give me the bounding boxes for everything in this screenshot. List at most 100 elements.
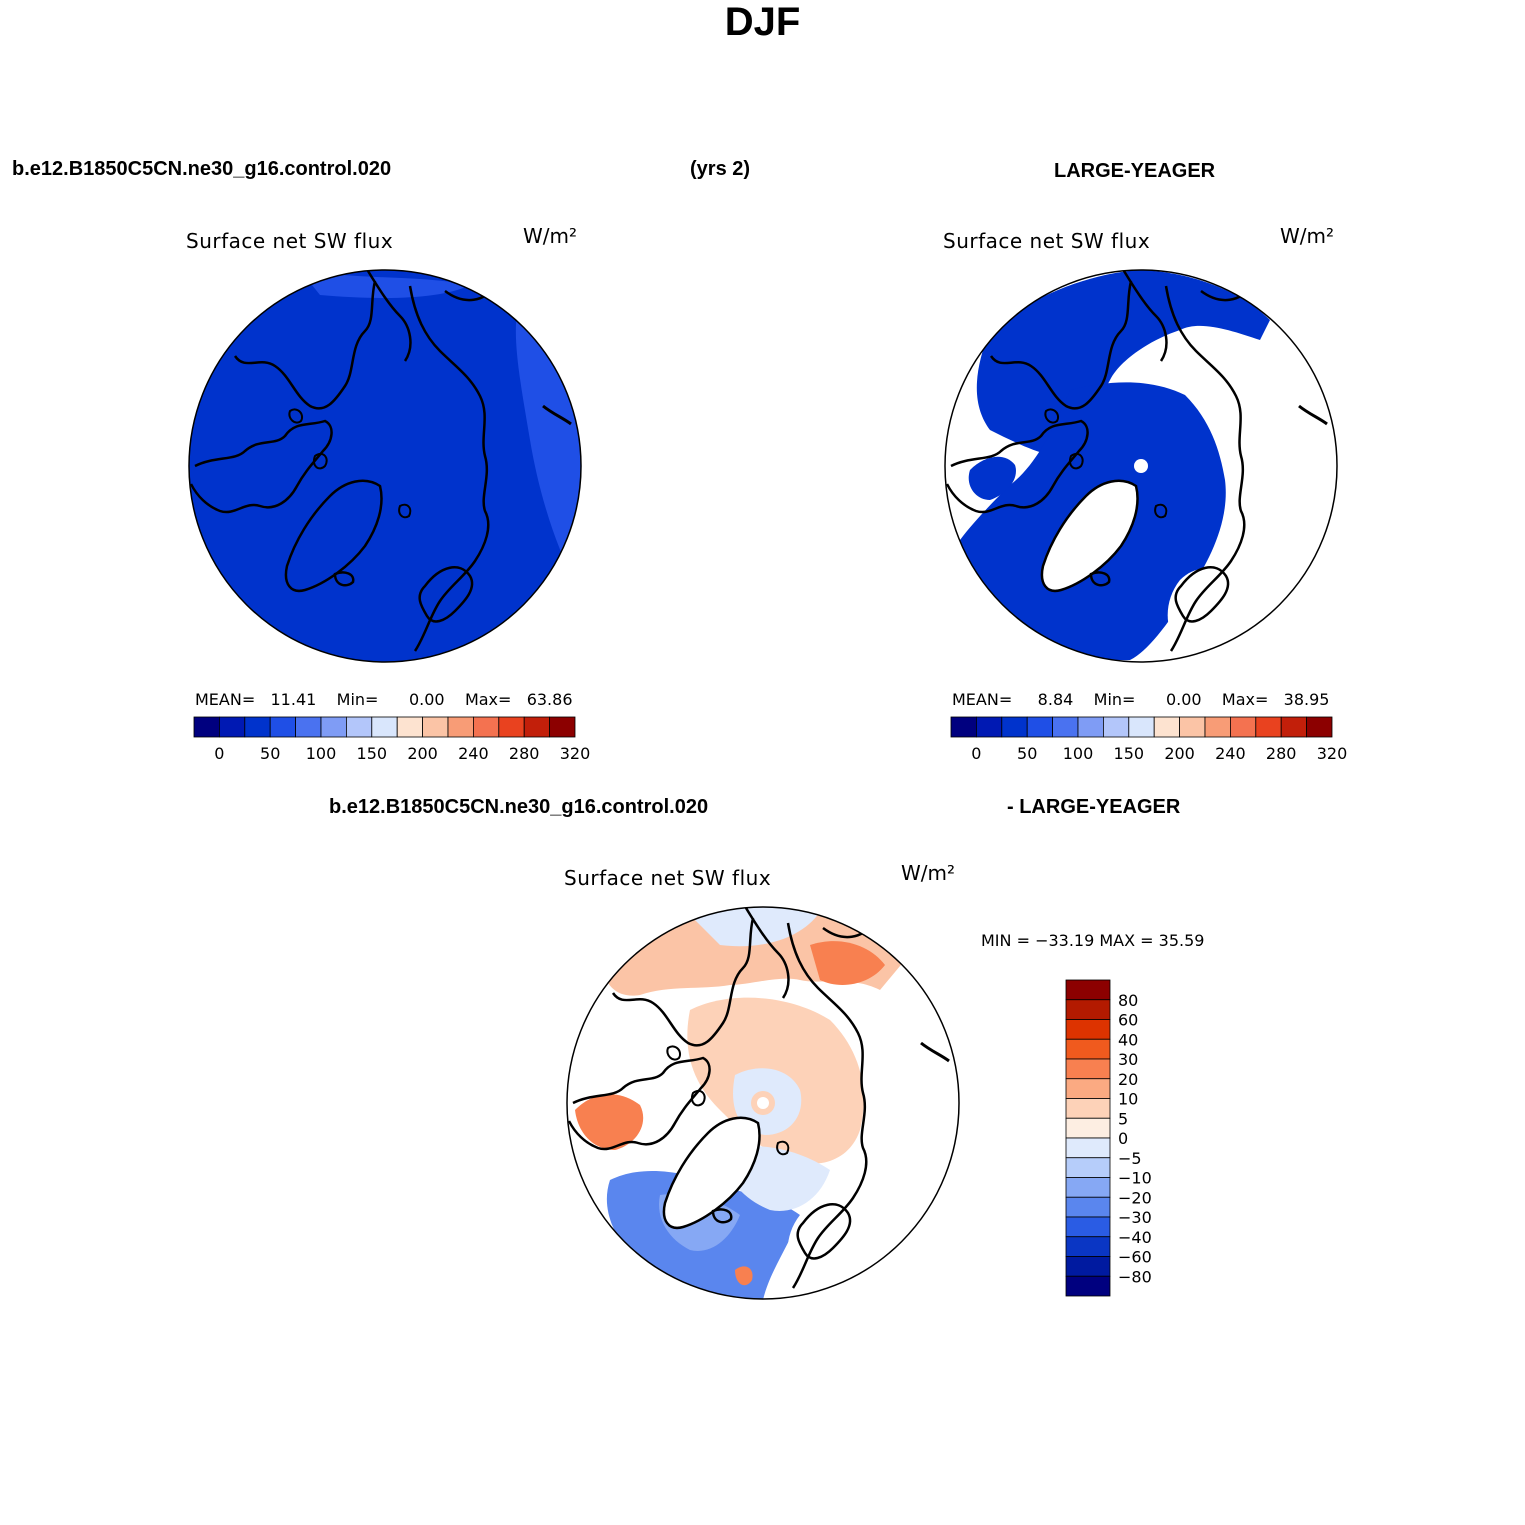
obs-mean-value: 8.84 xyxy=(1037,690,1074,709)
obs-colorbar-tick-label: 0 xyxy=(971,744,981,763)
model-colorbar: 0 50 100 150 200 240 280 320 xyxy=(193,716,591,763)
obs-colorbar-tick-label: 200 xyxy=(1164,744,1195,763)
model-mean-label: MEAN= xyxy=(195,690,256,709)
obs-colorbar-box xyxy=(1179,716,1206,738)
model-colorbar-box xyxy=(371,716,398,738)
diff-colorbar-tick-label: −10 xyxy=(1118,1169,1152,1188)
figure-title: DJF xyxy=(724,0,801,44)
header-case-name: b.e12.B1850C5CN.ne30_g16.control.020 xyxy=(12,158,392,180)
obs-colorbar-tick-label: 280 xyxy=(1266,744,1297,763)
diff-colorbar-box xyxy=(1065,979,1111,1001)
diff-panel-units: W/m² xyxy=(901,861,956,885)
obs-colorbar-box xyxy=(1052,716,1079,738)
diff-colorbar-box xyxy=(1065,1019,1111,1040)
diff-colorbar-box xyxy=(1065,1275,1111,1297)
model-colorbar-tick-label: 280 xyxy=(509,744,540,763)
model-colorbar-box xyxy=(244,716,271,738)
diff-stats: MIN = −33.19 MAX = 35.59 xyxy=(981,931,1205,950)
model-colorbar-box xyxy=(498,716,525,738)
model-max-label: Max= xyxy=(464,690,512,709)
diff-colorbar-tick-label: 20 xyxy=(1118,1070,1138,1089)
model-panel-title: Surface net SW flux xyxy=(186,229,394,253)
obs-max-label: Max= xyxy=(1221,690,1269,709)
diff-colorbar-tick-label: −20 xyxy=(1118,1188,1152,1207)
diff-map xyxy=(566,906,960,1300)
model-colorbar-tick-label: 150 xyxy=(357,744,388,763)
obs-colorbar-box xyxy=(1280,716,1307,738)
model-colorbar-box xyxy=(523,716,551,738)
diff-colorbar-box xyxy=(1065,1216,1111,1238)
obs-colorbar-tick-label: 150 xyxy=(1114,744,1145,763)
diff-colorbar-tick-label: −30 xyxy=(1118,1208,1152,1227)
obs-colorbar-box xyxy=(1128,716,1155,738)
model-colorbar-box xyxy=(422,716,449,738)
model-colorbar-tick-label: 240 xyxy=(458,744,489,763)
model-map xyxy=(188,269,582,663)
obs-max-value: 38.95 xyxy=(1283,690,1330,709)
model-colorbar-tick-label: 100 xyxy=(306,744,337,763)
obs-colorbar-box xyxy=(1077,716,1104,738)
model-colorbar-box xyxy=(345,716,373,738)
diff-header-obs: - LARGE-YEAGER xyxy=(1007,796,1181,818)
model-min-label: Min= xyxy=(336,690,379,709)
model-colorbar-tick-label: 320 xyxy=(560,744,591,763)
obs-colorbar-tick-label: 50 xyxy=(1017,744,1037,763)
model-min-value: 0.00 xyxy=(408,690,445,709)
obs-mean-label: MEAN= xyxy=(952,690,1013,709)
diff-colorbar-box xyxy=(1065,1256,1111,1277)
obs-colorbar-box xyxy=(1103,716,1130,738)
diff-colorbar-tick-label: 0 xyxy=(1118,1129,1128,1148)
obs-colorbar: 0 50 100 150 200 240 280 320 xyxy=(950,716,1348,763)
obs-panel-title: Surface net SW flux xyxy=(943,229,1151,253)
diff-colorbar-tick-label: 5 xyxy=(1118,1109,1128,1128)
header-years: (yrs 2) xyxy=(690,158,751,180)
model-colorbar-tick-label: 50 xyxy=(260,744,280,763)
diff-colorbar-box xyxy=(1065,1177,1111,1198)
obs-colorbar-box xyxy=(1255,716,1282,738)
diff-colorbar-box xyxy=(1065,1137,1111,1159)
model-colorbar-tick-label: 200 xyxy=(407,744,438,763)
diff-panel-title: Surface net SW flux xyxy=(564,866,772,890)
obs-map xyxy=(944,269,1338,663)
header-obs-name: LARGE-YEAGER xyxy=(1054,160,1216,182)
model-stats: MEAN= 11.41 Min= 0.00 Max= 63.86 xyxy=(195,690,573,709)
obs-colorbar-box xyxy=(1204,716,1231,738)
diff-colorbar-box xyxy=(1065,1058,1111,1080)
model-colorbar-box xyxy=(218,716,246,738)
model-colorbar-box xyxy=(269,716,297,738)
diff-colorbar-tick-label: 60 xyxy=(1118,1011,1138,1030)
diff-colorbar-box xyxy=(1065,1117,1111,1139)
diff-colorbar-tick-label: −40 xyxy=(1118,1228,1152,1247)
model-colorbar-box xyxy=(295,716,322,738)
model-panel-units: W/m² xyxy=(523,224,578,248)
diff-colorbar-tick-label: 80 xyxy=(1118,991,1138,1010)
diff-colorbar-tick-label: −5 xyxy=(1118,1149,1142,1168)
diff-colorbar-tick-label: 30 xyxy=(1118,1050,1138,1069)
diff-colorbar-box xyxy=(1065,1038,1111,1060)
model-colorbar-box xyxy=(396,716,424,738)
diff-colorbar-box xyxy=(1065,1196,1111,1218)
diff-colorbar-box xyxy=(1065,1236,1111,1257)
diff-colorbar-tick-label: 10 xyxy=(1118,1090,1138,1109)
diff-colorbar-tick-label: −60 xyxy=(1118,1248,1152,1267)
obs-colorbar-tick-label: 240 xyxy=(1215,744,1246,763)
model-colorbar-tick-label: 0 xyxy=(214,744,224,763)
obs-colorbar-box xyxy=(1001,716,1028,738)
diff-colorbar-box xyxy=(1065,1157,1111,1178)
diff-colorbar-box xyxy=(1065,999,1111,1020)
model-colorbar-box xyxy=(472,716,500,738)
model-colorbar-box xyxy=(447,716,474,738)
obs-panel-units: W/m² xyxy=(1280,224,1335,248)
obs-colorbar-box xyxy=(1230,716,1257,738)
model-mean-value: 11.41 xyxy=(270,690,317,709)
diff-colorbar-box xyxy=(1065,1078,1111,1099)
diff-colorbar-tick-label: 40 xyxy=(1118,1030,1138,1049)
obs-stats: MEAN= 8.84 Min= 0.00 Max= 38.95 xyxy=(952,690,1329,709)
obs-min-value: 0.00 xyxy=(1165,690,1202,709)
obs-colorbar-box xyxy=(976,716,1003,738)
obs-colorbar-tick-label: 320 xyxy=(1317,744,1348,763)
diff-colorbar-tick-label: −80 xyxy=(1118,1267,1152,1286)
obs-min-label: Min= xyxy=(1093,690,1136,709)
